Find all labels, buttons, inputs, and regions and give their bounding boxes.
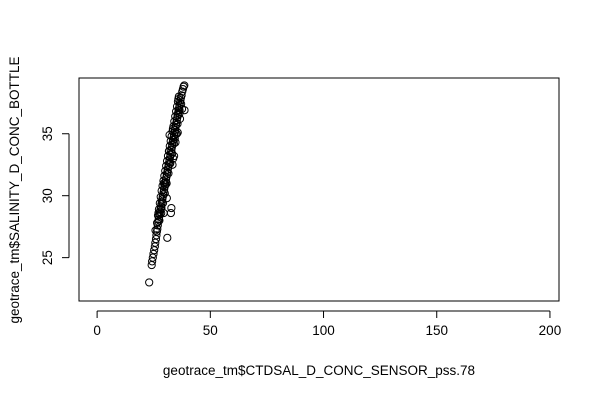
data-point-128 — [159, 208, 168, 218]
data-point-71 — [155, 199, 164, 208]
data-point-132 — [177, 104, 187, 114]
data-point-82 — [165, 142, 174, 151]
data-point-101 — [169, 139, 178, 148]
data-point-126 — [173, 128, 182, 137]
x-tick-label: 100 — [312, 323, 335, 338]
x-axis: 0 50 100 150 200 — [93, 310, 562, 338]
data-point-129 — [162, 194, 171, 203]
data-point-9 — [152, 231, 161, 240]
data-point-103 — [173, 119, 182, 128]
data-point-106 — [151, 226, 160, 235]
data-point-113 — [157, 203, 166, 213]
data-point-125 — [172, 129, 181, 138]
data-point-118 — [163, 233, 172, 242]
y-tick-label: 35 — [40, 126, 55, 141]
y-axis-label: geotrace_tm$SALINITY_D_CONC_BOTTLE — [7, 56, 22, 323]
data-point-68 — [180, 81, 189, 90]
data-point-107 — [153, 218, 162, 228]
x-axis-label: geotrace_tm$CTDSAL_D_CONC_SENSOR_pss.78 — [163, 363, 475, 378]
data-point-97 — [162, 179, 171, 188]
data-point-124 — [171, 138, 180, 147]
data-point-112 — [174, 94, 183, 104]
y-tick-label: 30 — [40, 188, 55, 203]
x-tick-label: 50 — [203, 323, 218, 338]
data-point-120 — [167, 203, 176, 213]
data-point-96 — [160, 189, 169, 198]
y-axis: 25 30 35 — [40, 126, 70, 265]
y-tick-label: 25 — [40, 250, 55, 265]
data-point-88 — [171, 112, 180, 121]
data-point-100 — [167, 149, 177, 158]
data-point-0 — [145, 278, 154, 287]
data-point-131 — [175, 114, 185, 123]
x-tick-label: 150 — [425, 323, 448, 338]
data-point-67 — [179, 82, 188, 91]
data-point-98 — [164, 169, 173, 178]
data-point-122 — [168, 160, 177, 169]
data-point-130 — [169, 154, 178, 163]
data-point-114 — [161, 180, 170, 189]
x-tick-label: 200 — [539, 323, 562, 338]
data-point-94 — [157, 208, 166, 218]
data-point-80 — [163, 151, 173, 161]
points-layer — [145, 81, 189, 287]
plot-frame — [78, 77, 560, 302]
data-point-110 — [165, 146, 174, 156]
x-tick-label: 0 — [93, 323, 101, 338]
data-point-105 — [177, 99, 186, 109]
data-point-109 — [159, 179, 169, 188]
